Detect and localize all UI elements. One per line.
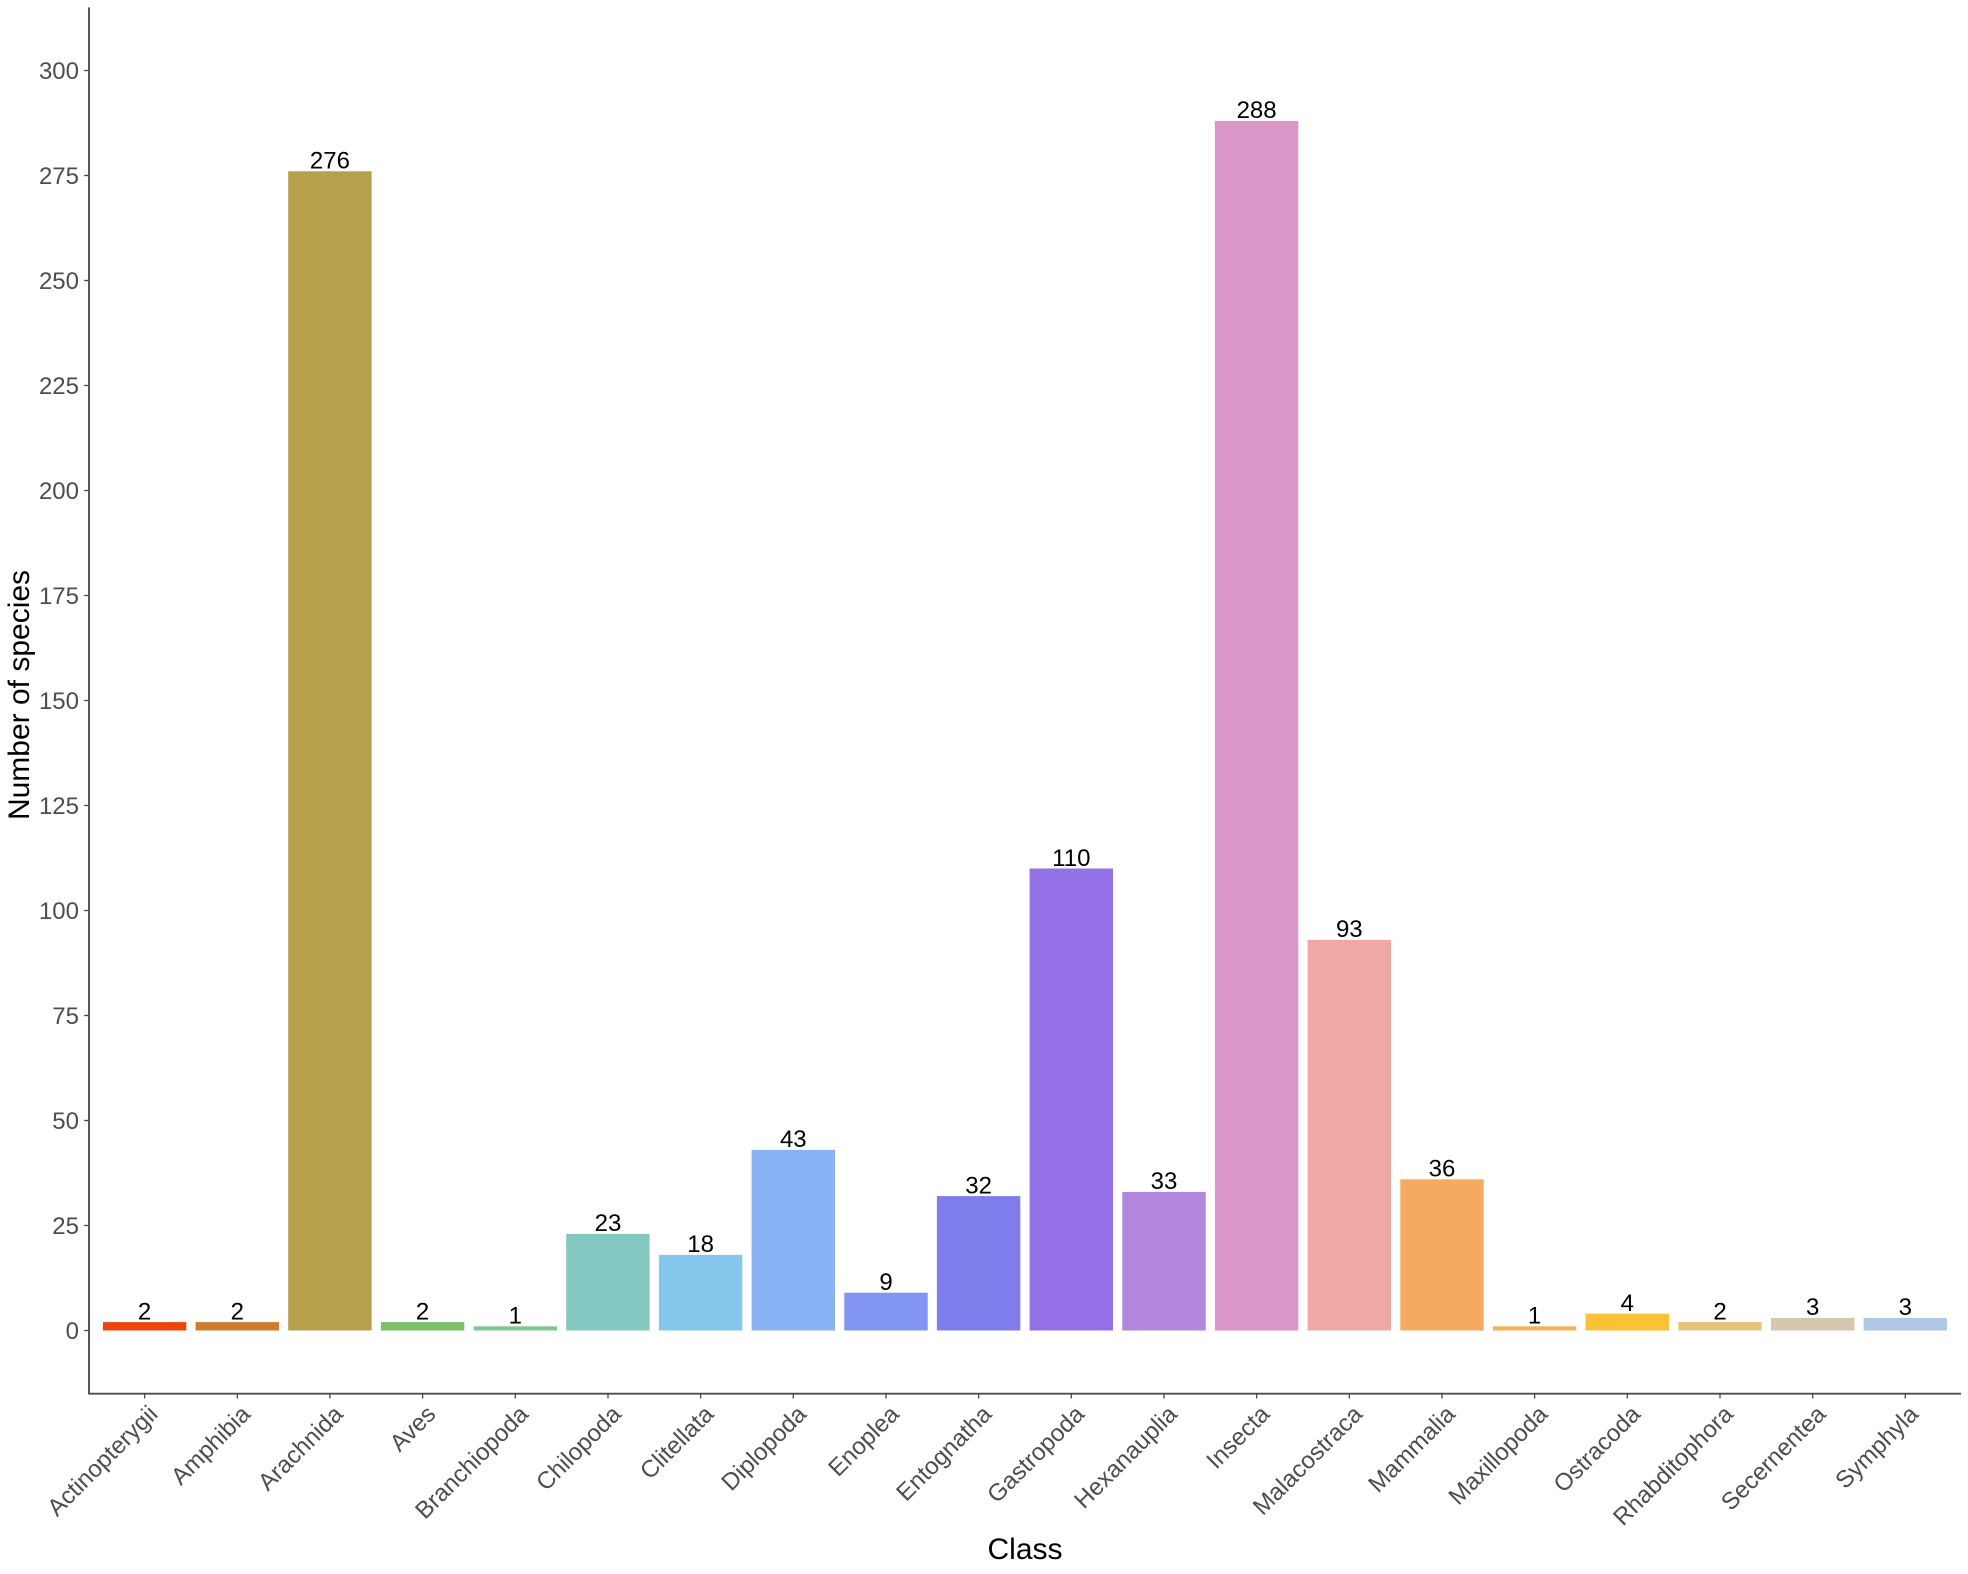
svg-text:93: 93 bbox=[1336, 916, 1363, 943]
svg-text:2: 2 bbox=[138, 1298, 151, 1325]
svg-text:100: 100 bbox=[39, 898, 79, 925]
svg-text:2: 2 bbox=[416, 1298, 429, 1325]
svg-text:250: 250 bbox=[39, 268, 79, 295]
svg-text:23: 23 bbox=[595, 1210, 622, 1237]
svg-text:36: 36 bbox=[1429, 1156, 1456, 1183]
svg-text:Class: Class bbox=[987, 1533, 1062, 1566]
svg-text:33: 33 bbox=[1151, 1168, 1178, 1195]
svg-text:125: 125 bbox=[39, 793, 79, 820]
svg-text:0: 0 bbox=[66, 1318, 79, 1345]
svg-text:1: 1 bbox=[1528, 1303, 1541, 1330]
svg-text:150: 150 bbox=[39, 688, 79, 715]
svg-text:200: 200 bbox=[39, 478, 79, 505]
svg-text:175: 175 bbox=[39, 583, 79, 610]
svg-text:3: 3 bbox=[1899, 1294, 1912, 1321]
svg-text:4: 4 bbox=[1621, 1290, 1634, 1317]
svg-text:75: 75 bbox=[52, 1003, 79, 1030]
svg-text:275: 275 bbox=[39, 163, 79, 190]
svg-text:9: 9 bbox=[879, 1269, 892, 1296]
svg-text:225: 225 bbox=[39, 373, 79, 400]
svg-text:25: 25 bbox=[52, 1213, 79, 1240]
svg-text:50: 50 bbox=[52, 1108, 79, 1135]
svg-text:Number of species: Number of species bbox=[3, 570, 36, 820]
svg-text:43: 43 bbox=[780, 1126, 807, 1153]
svg-text:300: 300 bbox=[39, 58, 79, 85]
svg-text:3: 3 bbox=[1806, 1294, 1819, 1321]
svg-text:1: 1 bbox=[509, 1303, 522, 1330]
svg-text:276: 276 bbox=[310, 148, 350, 175]
svg-text:110: 110 bbox=[1052, 845, 1090, 872]
svg-text:32: 32 bbox=[965, 1172, 992, 1199]
svg-text:2: 2 bbox=[1713, 1298, 1726, 1325]
svg-text:18: 18 bbox=[687, 1231, 714, 1258]
svg-text:288: 288 bbox=[1237, 97, 1277, 124]
svg-text:2: 2 bbox=[231, 1298, 244, 1325]
